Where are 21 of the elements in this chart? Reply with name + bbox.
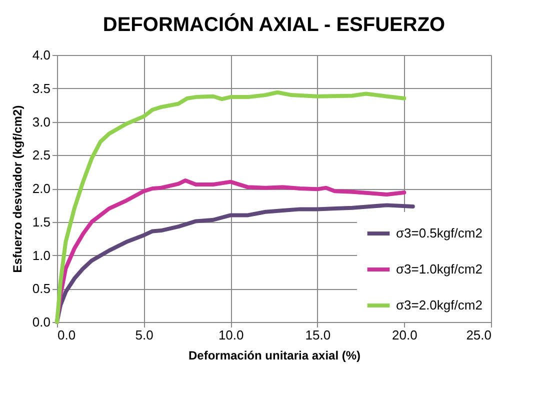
x-axis-title: Deformación unitaria axial (%) [188,348,361,362]
legend-label: σ3=1.0kgf/cm2 [396,262,482,276]
x-tick-label: 10.0 [218,328,244,342]
x-tick-label: 5.0 [135,328,154,342]
legend-label: σ3=0.5kgf/cm2 [396,226,482,240]
y-tick-label: 2.5 [32,148,50,163]
y-tick-label: 4.0 [32,48,50,62]
y-tick-label: 3.5 [32,80,50,96]
x-tick-label: 25.0 [466,328,492,342]
chart-title: DEFORMACIÓN AXIAL - ESFUERZO [102,13,446,36]
y-tick-label: 3.0 [32,114,50,130]
y-tick-label: 1.0 [32,248,50,263]
y-axis-title: Esfuerzo desviador (kgf/cm2) [10,105,24,273]
y-tick-label: 1.5 [32,214,50,230]
x-tick-label: 15.0 [305,328,331,342]
y-tick-label: 0.5 [32,281,50,296]
y-tick-label: 2.0 [32,181,50,196]
x-tick-label: 20.0 [392,328,418,342]
y-tick-label: 0.0 [32,314,50,330]
x-tick-label: 0.0 [58,328,76,342]
legend-label: σ3=2.0kgf/cm2 [396,298,482,312]
